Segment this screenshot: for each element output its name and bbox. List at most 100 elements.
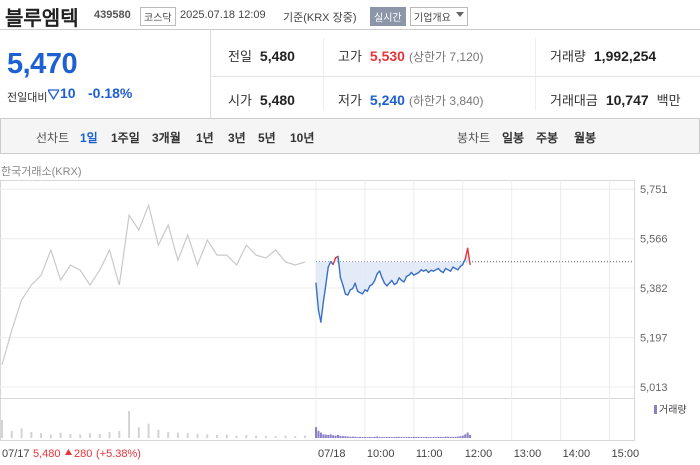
price-line-segment	[322, 284, 327, 303]
prev-day-line	[1, 203, 306, 366]
tab[interactable]: 주봉	[536, 131, 559, 145]
price-line-segment	[337, 255, 342, 279]
down-arrow	[48, 89, 59, 100]
volume-bar	[196, 433, 199, 438]
volume-bar	[88, 433, 91, 438]
volume-bar	[405, 437, 408, 438]
volume-bar	[371, 437, 374, 438]
realtime-button[interactable]: 실시간	[370, 7, 406, 26]
price: 5,470	[7, 48, 78, 80]
stat: 저가 5,240 (하한가 3,840)	[338, 90, 483, 109]
volume-bar	[383, 437, 386, 438]
volume-bar	[317, 430, 320, 438]
stat: 거래량 1,992,254	[550, 46, 656, 65]
tab[interactable]: 1년	[196, 131, 214, 145]
x-tick-label: 07/18	[318, 448, 346, 460]
volume-bar	[451, 437, 454, 438]
stat-unit: 백만	[656, 93, 681, 108]
volume-bar	[344, 436, 347, 438]
area-fill	[316, 248, 471, 323]
volume-bar	[449, 436, 452, 438]
volume-bar	[30, 432, 33, 438]
legend-swatch	[654, 405, 657, 414]
volume-bar	[461, 435, 464, 438]
volume-bar	[356, 437, 359, 438]
tab[interactable]: 3개월	[152, 131, 181, 145]
change: 10	[60, 85, 76, 101]
price-line-segment	[374, 273, 378, 282]
price-line-segment	[466, 247, 471, 266]
company-button[interactable]: 기업개요	[410, 7, 468, 26]
volume-bar	[427, 437, 430, 438]
volume-bar	[454, 436, 457, 438]
divider	[210, 30, 211, 118]
stat: 전일 5,480	[228, 46, 295, 65]
divider	[210, 76, 700, 77]
stat-value: 5,480	[259, 48, 295, 64]
tab[interactable]: 3년	[228, 131, 246, 145]
stat: 거래대금 10,747 백만	[550, 90, 681, 109]
stat: 고가 5,530 (상한가 7,120)	[338, 46, 483, 65]
y-tick-label: 5,197	[640, 333, 668, 345]
tab[interactable]: 5년	[258, 131, 276, 145]
tab[interactable]: 1일	[80, 131, 98, 145]
volume-bar	[225, 434, 228, 438]
up-arrow	[65, 449, 72, 455]
stat-label: 저가	[338, 93, 362, 108]
price-line-segment	[391, 279, 395, 286]
volume-bar	[400, 437, 403, 438]
price-line-segment	[378, 270, 383, 279]
volume-bar	[245, 435, 248, 438]
volume-bar	[456, 436, 459, 438]
volume-bar	[329, 434, 332, 438]
volume-bar	[459, 436, 462, 438]
volume-bar	[429, 437, 432, 438]
volume-bar	[128, 411, 131, 438]
datetime: 2025.07.18 12:09	[180, 9, 266, 21]
tab[interactable]: 월봉	[574, 131, 597, 145]
volume-bar	[274, 436, 277, 438]
volume-bar	[49, 434, 52, 438]
price-line-segment	[347, 289, 351, 296]
volume-bar	[359, 436, 362, 438]
stat-value: 5,240	[369, 92, 405, 108]
price-line-segment	[339, 277, 344, 286]
volume-bar	[395, 436, 398, 438]
volume-bar	[216, 435, 219, 438]
volume-bar	[407, 436, 410, 438]
tab[interactable]: 봉차트	[457, 131, 491, 145]
x-tick-label: 13:00	[514, 448, 542, 460]
market-badge: 코스닥	[140, 7, 176, 26]
volume-bar	[206, 434, 209, 438]
volume-bar	[324, 434, 327, 438]
volume-bar	[255, 435, 258, 438]
tab[interactable]: 일봉	[502, 131, 525, 145]
y-tick-label: 5,751	[640, 184, 668, 196]
volume-bar	[368, 436, 371, 438]
volume-bar	[327, 435, 330, 438]
tab[interactable]: 선차트	[36, 131, 70, 145]
volume-bar	[319, 432, 322, 438]
tab[interactable]: 10년	[290, 131, 315, 145]
tab[interactable]: 1주일	[111, 131, 140, 145]
y-tick-label: 5,013	[640, 382, 668, 394]
volume-bar	[304, 435, 306, 438]
volume-bar	[422, 437, 425, 438]
price-line-segment	[462, 258, 466, 266]
volume-bar	[176, 432, 179, 438]
volume-bar	[349, 436, 352, 438]
stat-value: 5,530	[369, 48, 405, 64]
volume-bar	[98, 433, 101, 438]
volume-bar	[346, 436, 349, 438]
volume-bar	[432, 436, 435, 438]
volume-bar	[351, 436, 354, 438]
stat-value: 10,747	[605, 92, 649, 108]
volume-bar	[69, 433, 72, 438]
volume-bar	[437, 436, 440, 438]
prev-close: 5,480	[33, 448, 61, 460]
volume-bar	[315, 427, 317, 438]
volume-bar	[157, 429, 160, 438]
price-line-segment	[371, 279, 376, 286]
volume-bar	[403, 437, 406, 438]
